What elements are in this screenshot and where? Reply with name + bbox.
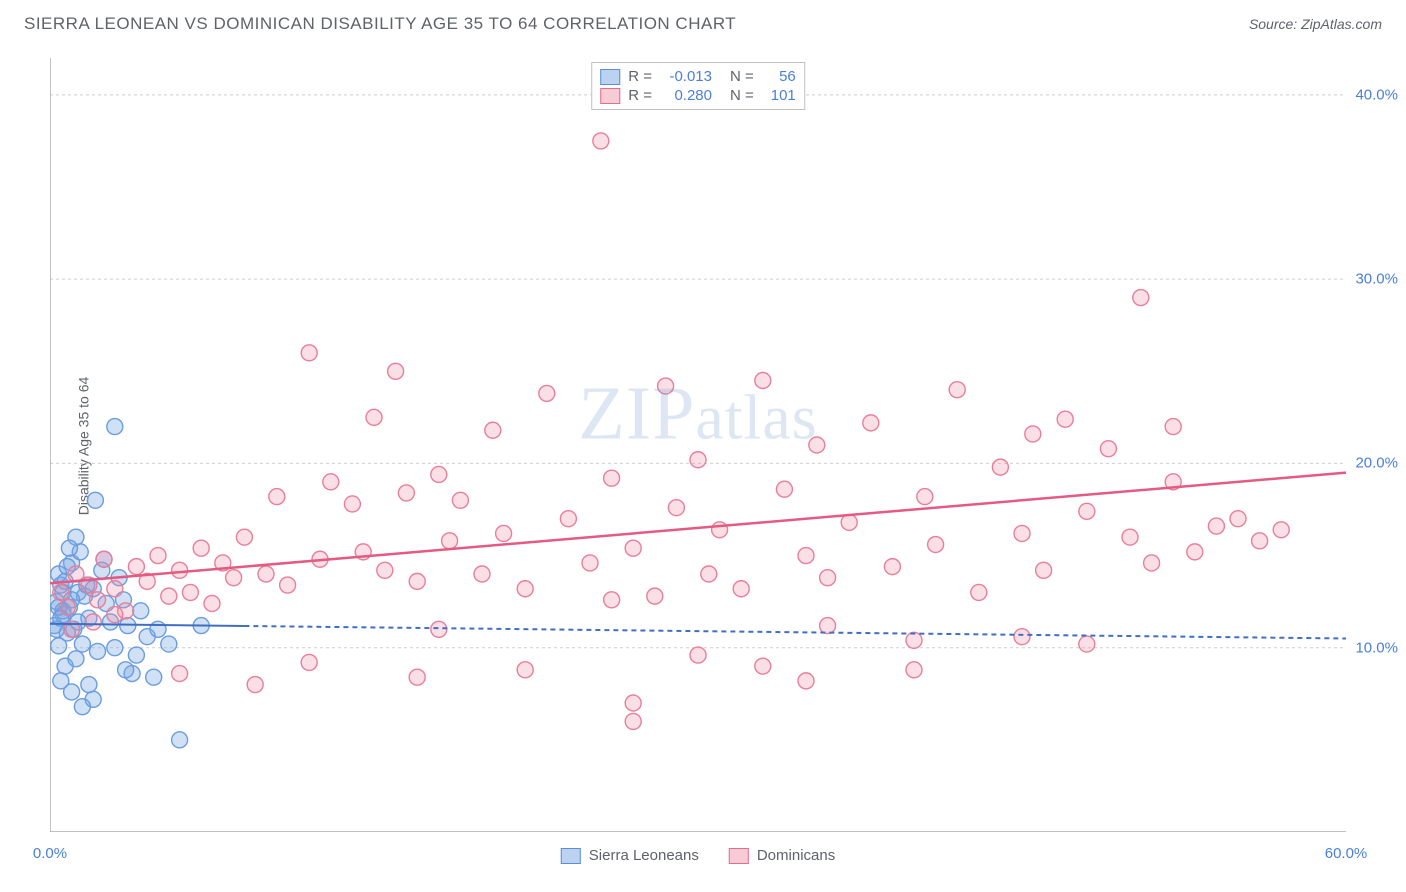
chart-area: ZIPatlas R =-0.013N =56R =0.280N =101 Si… bbox=[50, 58, 1346, 832]
r-value: -0.013 bbox=[660, 68, 712, 85]
legend-swatch bbox=[729, 848, 749, 864]
x-tick-label: 60.0% bbox=[1325, 845, 1368, 862]
correlation-row: R = 0.280 N = 101 bbox=[600, 86, 796, 105]
series-legend-item: Dominicans bbox=[729, 847, 835, 864]
r-label: R = bbox=[628, 87, 652, 104]
series-name: Sierra Leoneans bbox=[589, 847, 699, 864]
y-tick-label: 10.0% bbox=[1355, 639, 1398, 656]
n-label: N = bbox=[730, 68, 754, 85]
legend-swatch bbox=[600, 88, 620, 104]
x-tick-label: 0.0% bbox=[33, 845, 67, 862]
correlation-row: R = -0.013 N = 56 bbox=[600, 67, 796, 86]
correlation-legend: R = -0.013 N = 56 R = 0.280 N = 101 bbox=[591, 62, 805, 110]
r-value: 0.280 bbox=[660, 87, 712, 104]
n-value: 56 bbox=[762, 68, 796, 85]
scatter-plot bbox=[50, 58, 1346, 832]
legend-swatch bbox=[561, 848, 581, 864]
n-label: N = bbox=[730, 87, 754, 104]
y-tick-label: 30.0% bbox=[1355, 271, 1398, 288]
legend-swatch bbox=[600, 69, 620, 85]
r-label: R = bbox=[628, 68, 652, 85]
chart-header: SIERRA LEONEAN VS DOMINICAN DISABILITY A… bbox=[0, 0, 1406, 44]
n-value: 101 bbox=[762, 87, 796, 104]
chart-title: SIERRA LEONEAN VS DOMINICAN DISABILITY A… bbox=[24, 14, 736, 34]
y-tick-label: 20.0% bbox=[1355, 455, 1398, 472]
source-attribution: Source: ZipAtlas.com bbox=[1249, 16, 1382, 32]
series-name: Dominicans bbox=[757, 847, 835, 864]
series-legend-item: Sierra Leoneans bbox=[561, 847, 699, 864]
series-legend: Sierra Leoneans Dominicans bbox=[561, 847, 835, 864]
y-tick-label: 40.0% bbox=[1355, 86, 1398, 103]
